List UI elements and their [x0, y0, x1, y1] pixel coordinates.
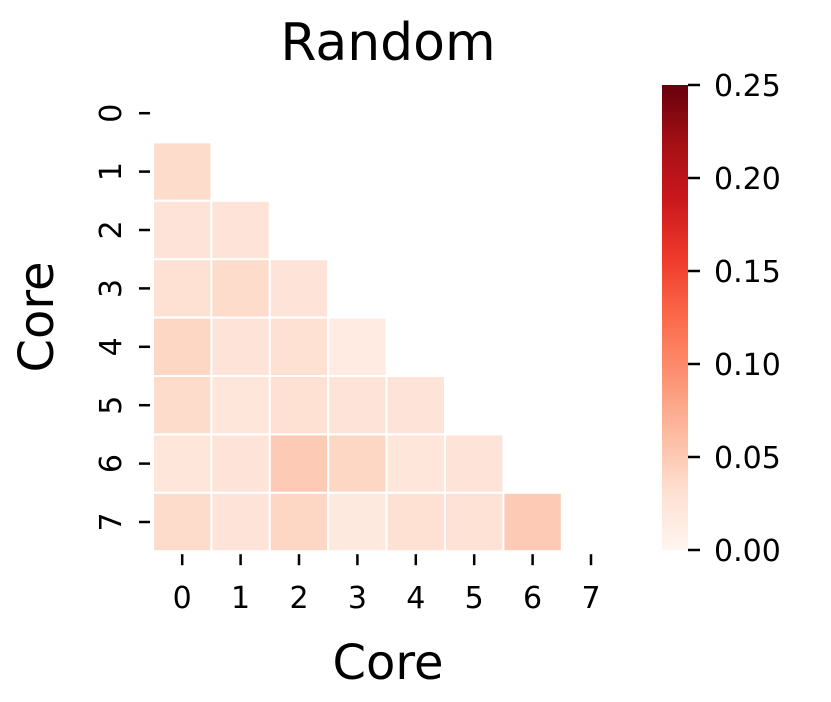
y-axis-label: Core	[9, 261, 65, 372]
y-tick-label: 5	[94, 396, 129, 415]
x-tick-label: 3	[348, 581, 367, 616]
colorbar-tick-label: 0.25	[714, 69, 781, 104]
heatmap-cells	[152, 141, 563, 553]
colorbar-tick-label: 0.05	[714, 441, 781, 476]
y-tick-label: 2	[94, 220, 129, 239]
colorbar-tick-label: 0.00	[714, 534, 781, 569]
x-tick-label: 0	[173, 581, 192, 616]
heatmap-cell	[210, 375, 271, 436]
x-tick-label: 1	[231, 581, 250, 616]
heatmap-cell	[385, 433, 447, 494]
heatmap-cell	[210, 491, 271, 553]
heatmap-cell	[327, 316, 388, 378]
heatmap-cell	[268, 375, 330, 436]
x-tick-label: 7	[581, 581, 600, 616]
colorbar-tick-label: 0.15	[714, 255, 781, 290]
colorbar: 0.00 0.05 0.10 0.15 0.20 0.25	[662, 69, 781, 569]
heatmap-cell	[444, 433, 505, 494]
y-tick-label: 3	[94, 279, 129, 298]
heatmap-cell	[327, 491, 388, 553]
heatmap-cell	[210, 316, 271, 378]
heatmap-cell	[210, 258, 271, 319]
y-tick-label: 6	[94, 454, 129, 473]
heatmap-cell	[268, 316, 330, 378]
colorbar-tick-label: 0.20	[714, 162, 781, 197]
y-tick-label: 7	[94, 512, 129, 531]
heatmap-cell	[210, 199, 271, 261]
y-tick-label: 0	[94, 104, 129, 123]
heatmap-cell	[327, 433, 388, 494]
heatmap-cell	[268, 258, 330, 319]
heatmap-cell	[152, 199, 213, 261]
heatmap-cell	[152, 491, 213, 553]
x-tick-label: 5	[465, 581, 484, 616]
heatmap-cell	[444, 491, 505, 553]
x-tick-label: 6	[523, 581, 542, 616]
chart-title: Random	[280, 13, 495, 73]
x-tick-label: 2	[289, 581, 308, 616]
heatmap-cell	[210, 433, 271, 494]
colorbar-tick-label: 0.10	[714, 348, 781, 383]
colorbar-ticks: 0.00 0.05 0.10 0.15 0.20 0.25	[688, 69, 781, 569]
x-axis-label: Core	[332, 635, 443, 691]
y-axis-ticks: 0 1 2 3 4 5 6 7	[94, 104, 150, 532]
heatmap-cell	[268, 433, 330, 494]
y-tick-label: 1	[94, 162, 129, 181]
heatmap-cell	[502, 491, 563, 553]
heatmap-cell	[385, 375, 447, 436]
heatmap-cell	[268, 491, 330, 553]
y-tick-label: 4	[94, 337, 129, 356]
heatmap-cell	[152, 258, 213, 319]
heatmap-cell	[152, 375, 213, 436]
heatmap-cell	[152, 141, 213, 202]
x-axis-ticks: 0 1 2 3 4 5 6 7	[173, 554, 601, 616]
heatmap-cell	[385, 491, 447, 553]
heatmap-cell	[152, 433, 213, 494]
x-tick-label: 4	[406, 581, 425, 616]
y-axis-label-group: Core	[9, 261, 65, 372]
colorbar-gradient-bar	[662, 85, 688, 550]
heatmap-cell	[327, 375, 388, 436]
heatmap-cell	[152, 316, 213, 378]
